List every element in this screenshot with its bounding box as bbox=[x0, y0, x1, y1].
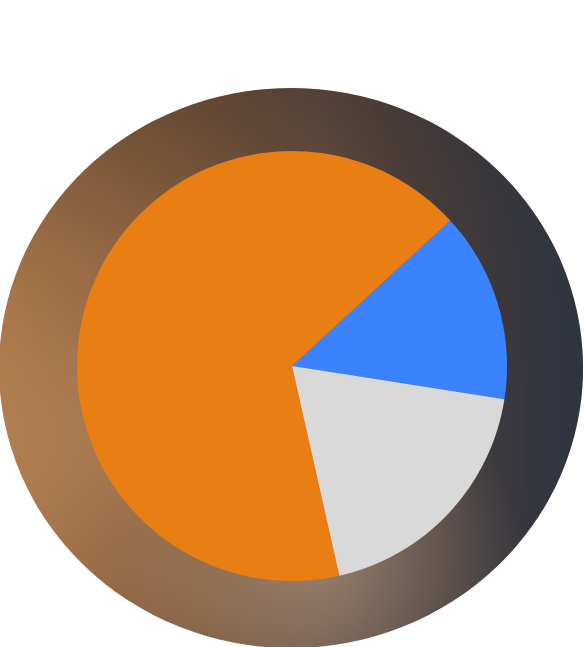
pie-slice-1 bbox=[292, 220, 507, 400]
pie-slice-3 bbox=[77, 150, 451, 581]
pie-slices bbox=[77, 150, 507, 581]
pie-slice-2 bbox=[292, 366, 505, 576]
